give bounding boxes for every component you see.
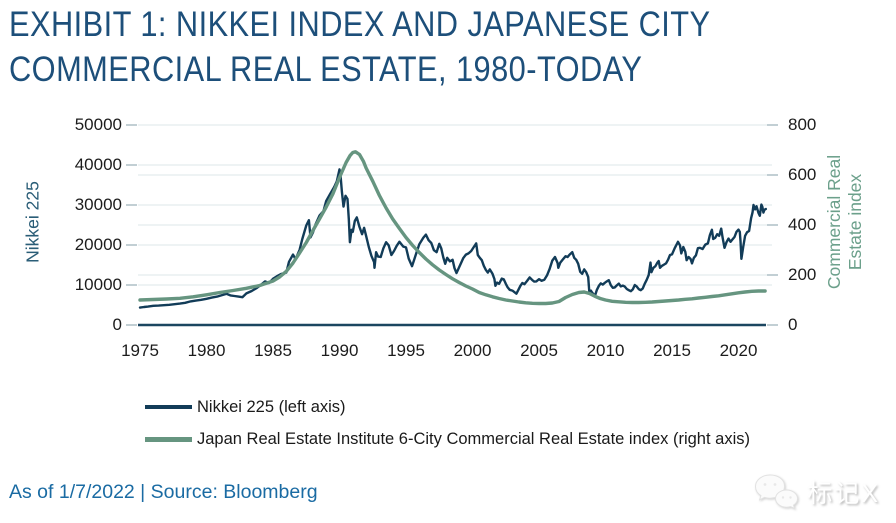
- x-axis-tick-label: 2005: [520, 341, 558, 360]
- x-axis-tick-label: 2000: [453, 341, 492, 360]
- left-axis-tick-label: 30000: [74, 195, 122, 214]
- left-axis-tick-label: 50000: [74, 115, 122, 134]
- right-axis-title-line1: Commercial Real: [824, 154, 844, 290]
- x-axis-tick-label: 1995: [387, 341, 425, 360]
- watermark: 标记X: [753, 473, 880, 511]
- chart-legend: Nikkei 225 (left axis) Japan Real Estate…: [145, 394, 750, 458]
- right-axis-tick-label: 0: [788, 315, 798, 334]
- real-estate-line-swatch: [145, 436, 192, 442]
- right-axis-title-line2: Estate index: [845, 173, 865, 271]
- x-axis-tick-label: 2015: [653, 341, 691, 360]
- left-axis-title: Nikkei 225: [22, 181, 43, 263]
- right-axis-tick-label: 600: [788, 165, 817, 184]
- source-note: As of 1/7/2022 | Source: Bloomberg: [9, 481, 318, 503]
- exhibit-title-line2: COMMERCIAL REAL ESTATE, 1980-TODAY: [9, 50, 643, 89]
- x-axis-tick-label: 1990: [320, 341, 359, 360]
- x-axis-tick-label: 2020: [719, 341, 758, 360]
- legend-label-nikkei: Nikkei 225 (left axis): [197, 397, 346, 416]
- chat-bubbles-icon: [755, 474, 799, 510]
- legend-item-real-estate: Japan Real Estate Institute 6-City Comme…: [145, 426, 750, 452]
- left-axis-tick-label: 40000: [74, 155, 122, 174]
- left-axis-tick-label: 10000: [74, 275, 122, 294]
- real-estate-series-line: [138, 150, 767, 306]
- x-axis-tick-label: 1975: [121, 341, 159, 360]
- nikkei-series-line: [138, 168, 767, 309]
- left-axis-tick-label: 0: [112, 315, 122, 334]
- legend-label-real-estate: Japan Real Estate Institute 6-City Comme…: [197, 429, 750, 448]
- right-axis-tick-label: 200: [788, 265, 817, 284]
- x-axis-tick-label: 2010: [586, 341, 625, 360]
- right-axis-title: Commercial Real Estate index: [824, 107, 866, 337]
- right-axis-tick-label: 400: [788, 215, 817, 234]
- x-axis-tick-label: 1985: [254, 341, 292, 360]
- right-axis-tick-label: 800: [788, 115, 817, 134]
- exhibit-title: EXHIBIT 1: NIKKEI INDEX AND JAPANESE CIT…: [9, 2, 711, 92]
- left-axis-tick-label: 20000: [74, 235, 122, 254]
- legend-item-nikkei: Nikkei 225 (left axis): [145, 394, 750, 420]
- nikkei-line-swatch: [145, 405, 192, 409]
- x-axis-tick-label: 1980: [187, 341, 226, 360]
- watermark-text: 标记X: [807, 480, 880, 508]
- exhibit-title-line1: EXHIBIT 1: NIKKEI INDEX AND JAPANESE CIT…: [9, 5, 711, 44]
